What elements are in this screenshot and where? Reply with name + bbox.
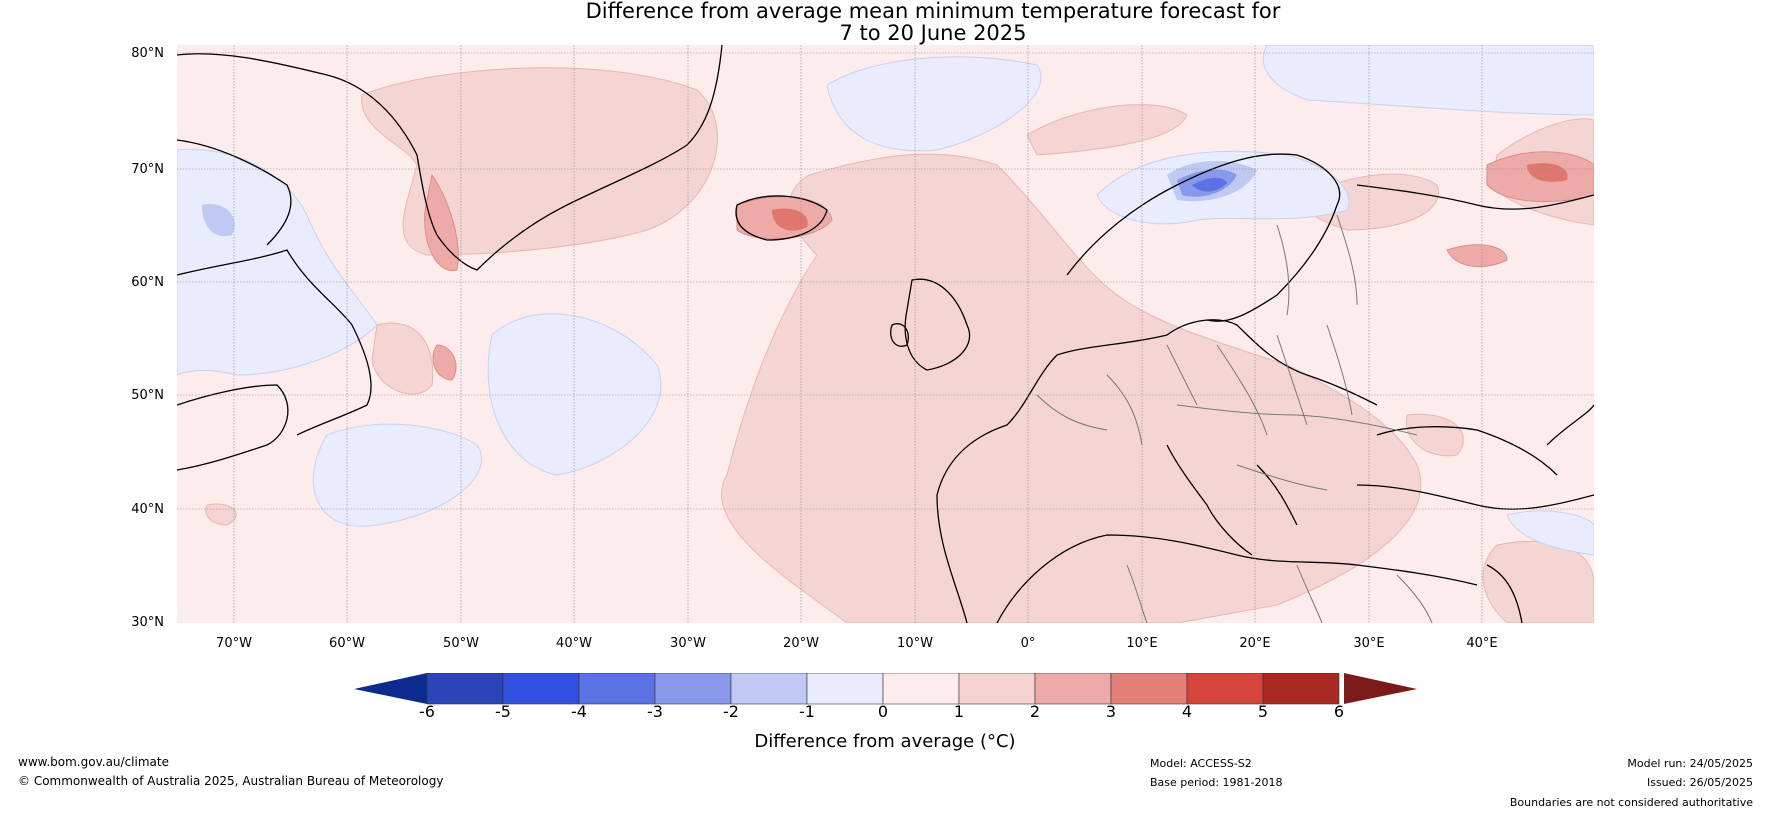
- colorbar-tick-label: -5: [495, 702, 511, 721]
- colorbar-cell: [730, 673, 808, 705]
- chart-title-line2: 7 to 20 June 2025: [839, 21, 1027, 45]
- colorbar-cell: [1262, 673, 1340, 705]
- colorbar-tick-label: 1: [953, 702, 965, 721]
- colorbar-cell: [1034, 673, 1112, 705]
- footer-disclaimer: Boundaries are not considered authoritat…: [1509, 796, 1753, 809]
- colorbar-tick-label: 0: [877, 702, 889, 721]
- colorbar-tick-label: 6: [1333, 702, 1345, 721]
- lon-label-40w: 40°W: [556, 636, 592, 651]
- colorbar-tick-label: -1: [799, 702, 815, 721]
- footer-model: Model: ACCESS-S2: [1150, 757, 1252, 770]
- colorbar-label: Difference from average (°C): [754, 731, 1016, 752]
- footer-website: www.bom.gov.au/climate: [18, 755, 169, 769]
- footer-issued: Issued: 26/05/2025: [1646, 776, 1753, 789]
- lon-label-50w: 50°W: [443, 636, 479, 651]
- lat-label-80n: 80°N: [131, 46, 164, 61]
- anomaly-warm-3-4: [772, 163, 1568, 231]
- colorbar-cell: [1186, 673, 1264, 705]
- anomaly-cool-0-1: [177, 45, 1594, 556]
- colorbar-cell: [654, 673, 732, 705]
- lon-label-10e: 10°E: [1126, 636, 1158, 651]
- colorbar-cell: [806, 673, 884, 705]
- colorbar-cell: [502, 673, 580, 705]
- colorbar-tick-label: -4: [571, 702, 587, 721]
- colorbar-tick-label: 2: [1029, 702, 1041, 721]
- footer-copyright: © Commonwealth of Australia 2025, Austra…: [18, 774, 444, 788]
- lon-label-0: 0°: [1020, 636, 1036, 651]
- colorbar-tick-label: -3: [647, 702, 663, 721]
- colorbar-tick-label: -2: [723, 702, 739, 721]
- lon-label-20e: 20°E: [1239, 636, 1271, 651]
- lon-label-20w: 20°W: [783, 636, 819, 651]
- lon-label-60w: 60°W: [329, 636, 365, 651]
- lat-label-40n: 40°N: [131, 502, 164, 517]
- graticule: [177, 45, 1594, 623]
- map-svg: [177, 45, 1594, 623]
- colorbar-arrow-left: [354, 673, 427, 704]
- colorbar-cell: [882, 673, 960, 705]
- colorbar-cell: [426, 673, 504, 705]
- country-borders: [1036, 214, 1433, 623]
- lon-label-30e: 30°E: [1353, 636, 1385, 651]
- colorbar-cell: [1110, 673, 1188, 705]
- colorbar-tick-label: 3: [1105, 702, 1117, 721]
- lon-label-10w: 10°W: [897, 636, 933, 651]
- footer-model-run: Model run: 24/05/2025: [1627, 757, 1753, 770]
- colorbar: [354, 673, 1417, 705]
- lon-label-70w: 70°W: [216, 636, 252, 651]
- anomaly-warm-1-2: [205, 67, 1594, 623]
- colorbar-arrow-right: [1344, 673, 1417, 704]
- colorbar-cells: [426, 673, 1340, 705]
- colorbar-tick-label: -6: [419, 702, 435, 721]
- chart-title-line1: Difference from average mean minimum tem…: [585, 0, 1281, 23]
- colorbar-tick-label: 4: [1181, 702, 1193, 721]
- lat-label-70n: 70°N: [131, 162, 164, 177]
- lon-label-40e: 40°E: [1466, 636, 1498, 651]
- colorbar-tick-label: 5: [1257, 702, 1269, 721]
- lat-label-60n: 60°N: [131, 275, 164, 290]
- lon-label-30w: 30°W: [670, 636, 706, 651]
- lat-label-50n: 50°N: [131, 388, 164, 403]
- forecast-map: [177, 45, 1594, 623]
- coastlines: [177, 45, 1594, 623]
- anomaly-cool-3-4: [1192, 177, 1227, 192]
- colorbar-cell: [578, 673, 656, 705]
- colorbar-cell: [958, 673, 1036, 705]
- lat-label-30n: 30°N: [131, 615, 164, 630]
- footer-base-period: Base period: 1981-2018: [1150, 776, 1283, 789]
